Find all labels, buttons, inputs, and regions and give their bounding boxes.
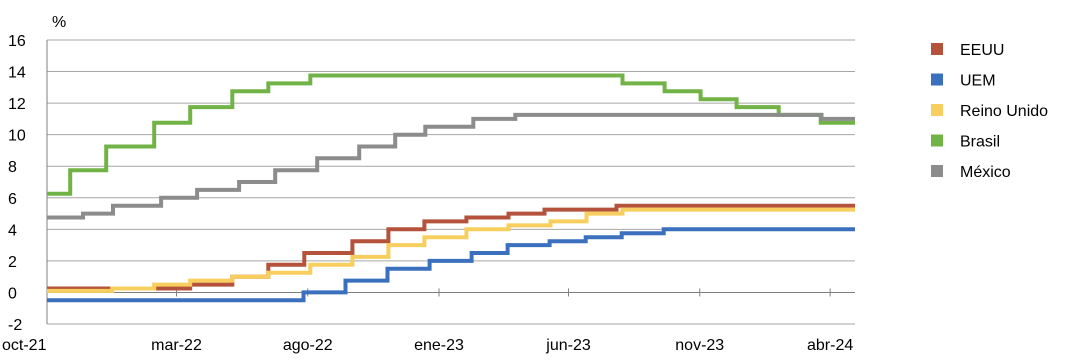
x-tick-label: nov-23 bbox=[675, 337, 724, 354]
legend-label: UEM bbox=[960, 73, 996, 90]
series-line-3 bbox=[47, 73, 855, 196]
legend-label: Reino Unido bbox=[960, 103, 1048, 120]
x-tick-label: mar-22 bbox=[151, 337, 202, 354]
legend-swatch bbox=[931, 165, 943, 177]
y-tick-label: 10 bbox=[8, 128, 26, 145]
series-lines bbox=[47, 73, 855, 303]
x-tick-label: oct-21 bbox=[2, 337, 47, 354]
axes bbox=[46, 40, 855, 324]
y-tick-label: 4 bbox=[8, 222, 17, 239]
legend-label: Brasil bbox=[960, 134, 1000, 151]
y-tick-label: 8 bbox=[8, 159, 17, 176]
y-tick-label: 14 bbox=[8, 65, 26, 82]
y-tick-label: 6 bbox=[8, 191, 17, 208]
series-line-4 bbox=[47, 112, 855, 220]
x-tick-label: ene-23 bbox=[414, 337, 464, 354]
legend-label: México bbox=[960, 164, 1011, 181]
y-tick-label: 16 bbox=[8, 33, 26, 50]
legend-swatch bbox=[931, 134, 943, 147]
legend-swatch bbox=[931, 73, 943, 86]
x-tick-label: ago-22 bbox=[283, 337, 333, 354]
y-tick-label: -2 bbox=[8, 317, 22, 334]
y-tick-label: 2 bbox=[8, 254, 17, 271]
series-line-1 bbox=[47, 227, 855, 303]
legend-swatch bbox=[931, 104, 943, 116]
series-line-2 bbox=[47, 207, 855, 293]
y-tick-label: 12 bbox=[8, 96, 26, 113]
series-line-0 bbox=[47, 203, 855, 291]
y-axis-label: % bbox=[52, 14, 66, 31]
legend-swatch bbox=[931, 43, 943, 55]
gridlines bbox=[47, 39, 855, 325]
legend-label: EEUU bbox=[960, 42, 1004, 59]
x-tick-label: abr-24 bbox=[807, 337, 853, 354]
x-tick-label: jun-23 bbox=[545, 337, 591, 354]
y-tick-label: 0 bbox=[8, 285, 17, 302]
legend: EEUU UEM Reino Unido Brasil México bbox=[931, 42, 1048, 181]
tick-labels: -2 0 2 4 6 8 10 12 14 16 oct-21 mar-22 ago-22 ene-23 j… bbox=[2, 33, 853, 354]
